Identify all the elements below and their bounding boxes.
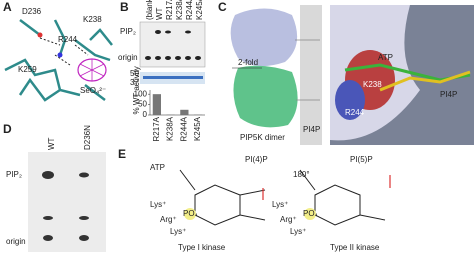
x-tick-label: K245A [193, 116, 202, 141]
residue-label: K259 [18, 65, 37, 74]
panel-label: B [120, 0, 129, 14]
ion-label: Lys⁺ [170, 227, 186, 236]
annotation: 180° [293, 170, 310, 179]
lane-label: WT [155, 7, 164, 20]
blot-label: PIP₂ [120, 27, 136, 36]
panel-label: C [218, 0, 227, 14]
kinase-title: Type I kinase [178, 243, 226, 252]
x-tick-label: R244A [179, 116, 188, 141]
bar [180, 109, 189, 115]
annotation: PIP5K dimer [240, 133, 285, 142]
lane-label: K238A [175, 0, 184, 20]
lane-label: (blank) [145, 0, 154, 20]
lane-label: R244A [185, 0, 194, 20]
lane-label: K245A [195, 0, 204, 20]
lane-label: WT [47, 137, 56, 150]
x-tick-label: K238A [166, 116, 175, 141]
panel-b: B PIP₂ origin (blank) WT R217A K238A R244A K2… [118, 0, 206, 141]
marker-label: 37 [130, 78, 139, 87]
residue-label: K238 [83, 15, 102, 24]
annotation: ATP [150, 163, 165, 172]
y-tick-label: 0 [143, 110, 148, 119]
axis-title: % WT activity [132, 66, 141, 114]
ion-label: SeO₄²⁻ [80, 86, 106, 95]
panel-label: E [118, 147, 126, 161]
origin-label: origin [118, 53, 138, 62]
bar [152, 94, 161, 115]
origin-label: origin [6, 237, 26, 246]
y-tick-label: 100 [134, 89, 148, 98]
residue-label: R244 [58, 35, 78, 44]
lane-label: D236N [83, 125, 92, 150]
annotation: PI(4)P [245, 155, 268, 164]
panel-e: E ATP PI(4)P 180° PI(5)P PO₄ PO₄ Lys⁺ Ar… [118, 147, 391, 252]
kinase-title: Type II kinase [330, 243, 380, 252]
panel-c: C 2-fold PIP5K dimer PI4P ATP K238 R244 … [218, 0, 474, 145]
panel-label: D [3, 122, 12, 136]
ion-label: Arg⁺ [160, 215, 177, 224]
panel-a: A D236 K238 R244 K259 SeO₄²⁻ [0, 0, 115, 115]
panel-d: D PIP₂ origin WT D236N [3, 122, 106, 252]
x-tick-label: R217A [152, 116, 161, 141]
annotation: 2-fold [238, 58, 258, 67]
lane-label: R217A [165, 0, 174, 20]
ion-label: Lys⁺ [272, 200, 288, 209]
residue-label: D236 [22, 7, 42, 16]
ion-label: Arg⁺ [280, 215, 297, 224]
annotation: PO₄ [303, 209, 318, 218]
annotation: PI4P [303, 125, 320, 134]
ion-label: Lys⁺ [150, 200, 166, 209]
annotation: PO₄ [183, 209, 198, 218]
annotation: PI4P [440, 90, 457, 99]
annotation: R244 [345, 108, 365, 117]
annotation: K238 [363, 80, 382, 89]
y-tick-label: 50 [138, 100, 147, 109]
panel-label: A [3, 0, 12, 14]
annotation: PI(5)P [350, 155, 373, 164]
blot-label: PIP₂ [6, 170, 22, 179]
ion-label: Lys⁺ [290, 227, 306, 236]
marker-label: 50 [130, 69, 139, 78]
annotation: ATP [378, 53, 393, 62]
